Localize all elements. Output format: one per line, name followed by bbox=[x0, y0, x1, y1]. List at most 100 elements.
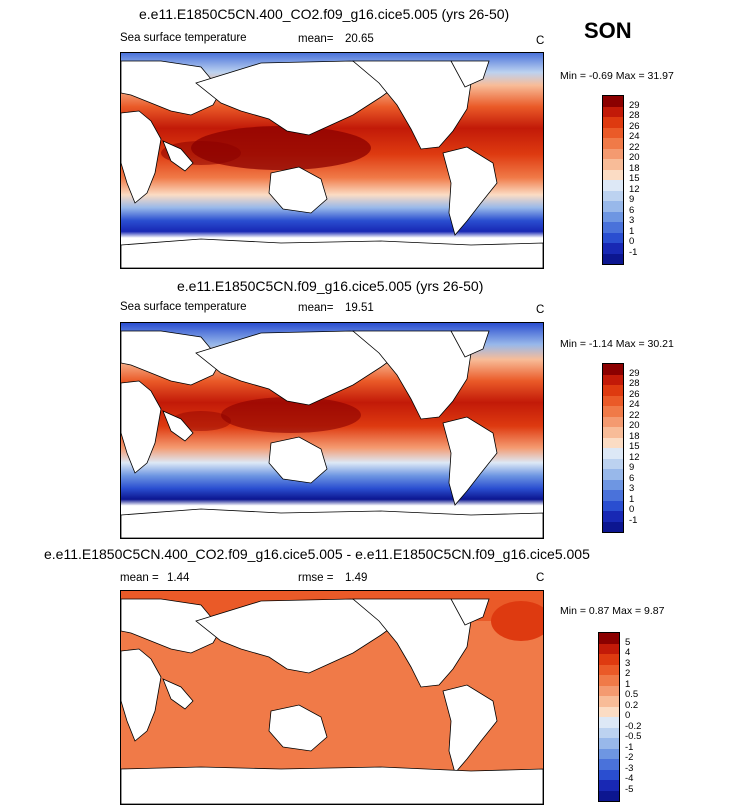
colorbar-level-label: -2 bbox=[625, 752, 634, 763]
colorbar-swatch bbox=[603, 96, 623, 107]
colorbar-level-label: 26 bbox=[629, 120, 640, 132]
colorbar-level-label: 15 bbox=[629, 173, 640, 184]
panel-2-mean-value: 19.51 bbox=[345, 302, 374, 314]
colorbar-swatch bbox=[603, 374, 623, 385]
panel-3-colorbar bbox=[598, 632, 620, 802]
colorbar-swatch bbox=[599, 664, 619, 675]
colorbar-level-label: 24 bbox=[629, 399, 640, 410]
colorbar-swatch bbox=[603, 364, 623, 375]
colorbar-level-label: 0.5 bbox=[625, 689, 639, 700]
colorbar-level-label: 3 bbox=[629, 215, 635, 226]
colorbar-swatch bbox=[599, 706, 619, 717]
colorbar-swatch bbox=[599, 685, 619, 696]
colorbar-swatch bbox=[599, 696, 619, 707]
colorbar-swatch bbox=[603, 138, 623, 149]
colorbar-swatch bbox=[603, 159, 623, 170]
panel-3-map bbox=[120, 590, 544, 805]
panel-2-minmax: Min = -1.14 Max = 30.21 bbox=[560, 338, 674, 350]
colorbar-level-label: 24 bbox=[629, 131, 640, 142]
colorbar-level-label: -0.2 bbox=[625, 720, 642, 732]
panel-2-colorbar bbox=[602, 363, 624, 533]
panel-2-colorbar-labels: 29 28 26 24 22 20 18 15 12 9 6 3 1 0 -1 bbox=[629, 363, 669, 531]
colorbar-swatch bbox=[603, 458, 623, 469]
colorbar-level-label: 9 bbox=[629, 194, 635, 205]
colorbar-swatch bbox=[603, 395, 623, 406]
colorbar-swatch bbox=[603, 406, 623, 417]
panel-3-minmax: Min = 0.87 Max = 9.87 bbox=[560, 605, 665, 617]
colorbar-level-label: -1 bbox=[629, 246, 638, 258]
colorbar-swatch bbox=[603, 148, 623, 159]
colorbar-swatch bbox=[603, 232, 623, 243]
panel-3-colorbar-labels: 5 4 3 2 1 0.5 0.2 0 -0.2 -0.5 -1 -2 -3 -4 -5 bbox=[625, 632, 665, 800]
panel-1-map-svg bbox=[121, 53, 543, 268]
colorbar-swatch bbox=[599, 780, 619, 791]
colorbar-swatch bbox=[603, 416, 623, 427]
panel-3-rmse-value: 1.49 bbox=[345, 572, 368, 584]
colorbar-level-label: 2 bbox=[625, 668, 631, 679]
colorbar-level-label: 1 bbox=[625, 678, 631, 690]
colorbar-level-label: 3 bbox=[625, 657, 631, 669]
colorbar-swatch bbox=[603, 448, 623, 459]
colorbar-swatch bbox=[599, 727, 619, 738]
panel-1-field-label: Sea surface temperature bbox=[120, 32, 247, 44]
panel-2-units: C bbox=[536, 304, 545, 316]
colorbar-swatch bbox=[599, 633, 619, 644]
panel-1-mean-value: 20.65 bbox=[345, 33, 374, 45]
colorbar-swatch bbox=[603, 106, 623, 117]
colorbar-swatch bbox=[599, 717, 619, 728]
colorbar-level-label: 18 bbox=[629, 162, 640, 174]
colorbar-level-label: 18 bbox=[629, 430, 640, 442]
panel-3-title: e.e11.E1850C5CN.400_CO2.f09_g16.cice5.00… bbox=[44, 546, 590, 562]
colorbar-level-label: -1 bbox=[629, 514, 638, 526]
panel-1-title: e.e11.E1850C5CN.400_CO2.f09_g16.cice5.00… bbox=[139, 6, 510, 22]
colorbar-level-label: 1 bbox=[629, 225, 635, 237]
colorbar-level-label: 5 bbox=[625, 636, 631, 648]
panel-1-minmax: Min = -0.69 Max = 31.97 bbox=[560, 70, 674, 82]
panel-3-units: C bbox=[536, 572, 545, 584]
colorbar-level-label: 3 bbox=[629, 483, 635, 494]
panel-1-units: C bbox=[536, 35, 545, 47]
colorbar-level-label: 29 bbox=[629, 99, 640, 111]
colorbar-level-label: 9 bbox=[629, 462, 635, 473]
colorbar-swatch bbox=[599, 759, 619, 770]
colorbar-level-label: 29 bbox=[629, 367, 640, 379]
colorbar-swatch bbox=[603, 201, 623, 212]
colorbar-level-label: 22 bbox=[629, 141, 640, 153]
colorbar-swatch bbox=[603, 253, 623, 264]
colorbar-swatch bbox=[603, 117, 623, 128]
colorbar-swatch bbox=[603, 169, 623, 180]
colorbar-swatch bbox=[603, 500, 623, 511]
panel-2-map-svg bbox=[121, 323, 543, 538]
colorbar-level-label: -3 bbox=[625, 762, 634, 774]
panel-3-mean-value: 1.44 bbox=[167, 572, 190, 584]
colorbar-level-label: 26 bbox=[629, 388, 640, 400]
season-label: SON bbox=[584, 18, 632, 43]
colorbar-swatch bbox=[599, 675, 619, 686]
colorbar-level-label: 12 bbox=[629, 183, 640, 195]
colorbar-level-label: 0 bbox=[629, 236, 635, 247]
colorbar-level-label: 0.2 bbox=[625, 699, 639, 711]
colorbar-swatch bbox=[603, 437, 623, 448]
colorbar-level-label: 4 bbox=[625, 647, 631, 658]
panel-2-field-label: Sea surface temperature bbox=[120, 301, 247, 313]
colorbar-level-label: 20 bbox=[629, 152, 640, 163]
colorbar-swatch bbox=[603, 479, 623, 490]
panel-3-mean-label: mean = bbox=[120, 572, 159, 584]
colorbar-swatch bbox=[599, 748, 619, 759]
colorbar-swatch bbox=[599, 654, 619, 665]
colorbar-level-label: 28 bbox=[629, 378, 640, 389]
colorbar-swatch bbox=[603, 127, 623, 138]
colorbar-swatch bbox=[603, 469, 623, 480]
colorbar-level-label: 6 bbox=[629, 472, 635, 484]
colorbar-swatch bbox=[603, 511, 623, 522]
colorbar-swatch bbox=[603, 190, 623, 201]
colorbar-level-label: -4 bbox=[625, 773, 634, 784]
colorbar-swatch bbox=[603, 521, 623, 532]
colorbar-level-label: 0 bbox=[629, 504, 635, 515]
colorbar-level-label: -0.5 bbox=[625, 731, 642, 742]
panel-2-map bbox=[120, 322, 544, 539]
colorbar-swatch bbox=[603, 427, 623, 438]
colorbar-swatch bbox=[603, 180, 623, 191]
colorbar-level-label: 12 bbox=[629, 451, 640, 463]
panel-1-colorbar-labels: 29 28 26 24 22 20 18 15 12 9 6 3 1 0 -1 bbox=[629, 95, 669, 263]
